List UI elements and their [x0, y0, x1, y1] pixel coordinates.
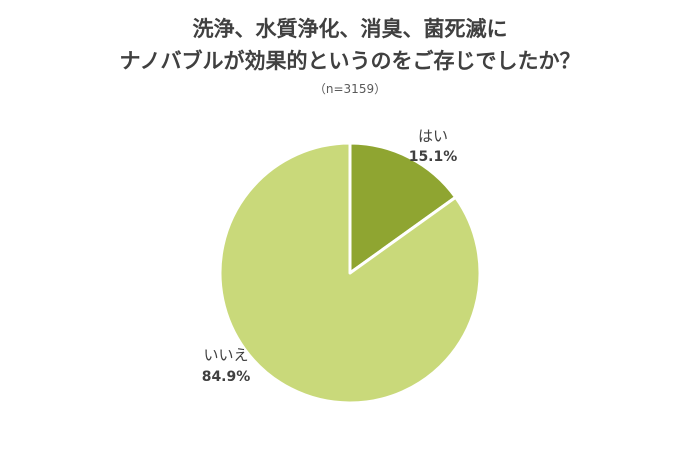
pie-slice-1	[218, 141, 482, 405]
pie-labels: はい 15.1% いいえ 84.9%	[202, 127, 458, 385]
chart-title-line1: 洗浄、水質浄化、消臭、菌死滅に	[192, 17, 508, 41]
slice-value-hai: 15.1%	[409, 149, 458, 165]
slice-label-hai: はい	[418, 127, 448, 145]
slice-label-iie: いいえ	[203, 346, 248, 364]
chart-title-line2: ナノバブルが効果的というのをご存じでしたか？	[119, 49, 581, 73]
chart-subtitle: （n=3159）	[313, 82, 387, 96]
pie-slices	[218, 141, 482, 405]
pie-slice-0	[348, 141, 458, 275]
slice-value-iie: 84.9%	[202, 369, 251, 385]
